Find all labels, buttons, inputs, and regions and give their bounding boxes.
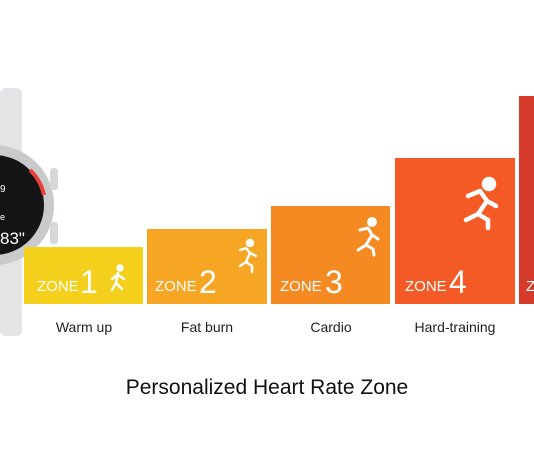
watch-face — [0, 155, 44, 255]
zone-label: Warm up — [56, 319, 112, 335]
zone-word: ZONE — [405, 278, 447, 295]
watch-button — [50, 168, 58, 190]
zone-word: ZONE — [37, 278, 79, 295]
watch-text: 9 — [0, 184, 6, 195]
watch: 9 e 83" — [0, 88, 58, 336]
zone-word: ZONE — [280, 278, 322, 295]
zone-number: 2 — [199, 264, 217, 300]
watch-text: e — [0, 212, 5, 222]
runner-icon — [110, 264, 126, 292]
zone-bar — [519, 96, 534, 304]
title: Personalized Heart Rate Zone — [126, 376, 409, 399]
zone-label: Hard-training — [415, 319, 496, 335]
zone-number: 1 — [80, 264, 98, 300]
runner-icon — [238, 238, 258, 274]
watch-button — [50, 222, 58, 244]
runner-icon — [463, 176, 499, 231]
zone-label: Cardio — [310, 319, 351, 335]
zone-number: 4 — [449, 264, 467, 300]
zone-bar — [24, 247, 143, 304]
zone-number: 3 — [325, 264, 343, 300]
watch-text: 83" — [0, 229, 25, 248]
watch-ring — [28, 168, 46, 196]
zone-word: Z — [526, 278, 534, 295]
runner-icons — [110, 176, 499, 292]
zone-label: Fat burn — [181, 319, 233, 335]
zone-word: ZONE — [155, 278, 197, 295]
runner-icon — [356, 217, 380, 257]
